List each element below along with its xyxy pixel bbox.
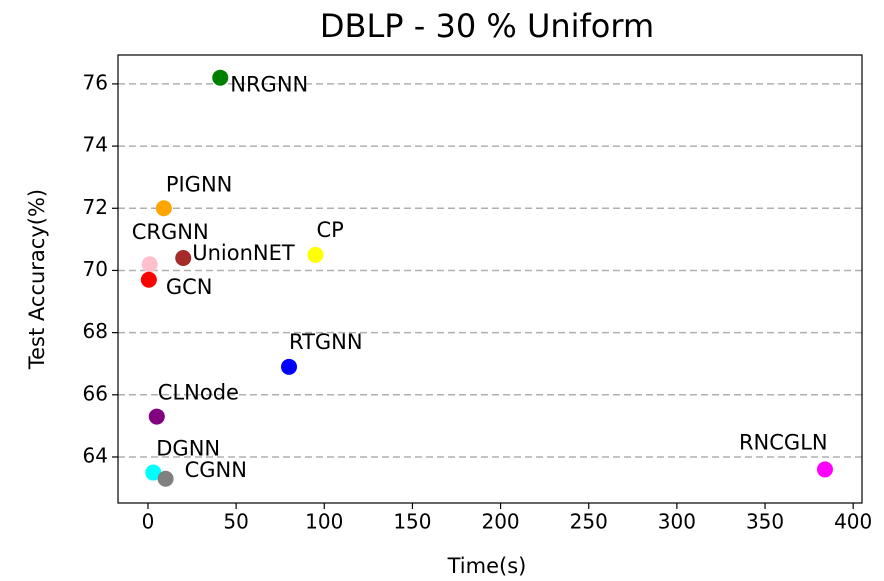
x-tick-label: 100 <box>305 510 343 534</box>
x-tick-label: 200 <box>481 510 519 534</box>
point <box>816 461 833 478</box>
x-tick-label: 0 <box>142 510 155 534</box>
y-tick-label: 64 <box>83 443 108 467</box>
y-tick-label: 72 <box>83 195 108 219</box>
point <box>212 69 229 86</box>
y-tick-label: 76 <box>83 70 108 94</box>
y-tick-label: 70 <box>83 257 108 281</box>
y-tick-label: 74 <box>83 133 108 157</box>
x-tick-label: 150 <box>393 510 431 534</box>
point-label: RTGNN <box>289 330 363 354</box>
point-label: CRGNN <box>132 220 209 244</box>
x-axis-label: Time(s) <box>447 554 527 578</box>
point-label: CGNN <box>185 458 247 482</box>
x-tick-label: 250 <box>570 510 608 534</box>
point <box>141 256 158 273</box>
point <box>148 408 165 425</box>
x-tick-label: 50 <box>223 510 248 534</box>
point <box>307 246 324 263</box>
point <box>155 200 172 217</box>
y-tick-label: 66 <box>83 381 108 405</box>
point <box>175 250 192 267</box>
chart-title: DBLP - 30 % Uniform <box>320 7 654 45</box>
point-label: GCN <box>166 275 213 299</box>
point-label: NRGNN <box>230 73 308 97</box>
point-label: DGNN <box>156 437 220 461</box>
point <box>281 358 298 375</box>
point-label: RNCGLN <box>739 430 828 454</box>
x-tick-label: 400 <box>834 510 872 534</box>
y-tick-label: 68 <box>83 319 108 343</box>
point <box>145 464 162 481</box>
x-tick-label: 350 <box>746 510 784 534</box>
point-label: CLNode <box>158 381 239 405</box>
point-label: UnionNET <box>192 241 295 265</box>
point-label: CP <box>316 218 343 242</box>
x-tick-label: 300 <box>658 510 696 534</box>
point <box>157 470 174 487</box>
y-axis-label: Test Accuracy(%) <box>25 189 49 370</box>
point <box>140 271 157 288</box>
point-label: PIGNN <box>166 172 233 196</box>
plot-frame <box>117 54 863 504</box>
